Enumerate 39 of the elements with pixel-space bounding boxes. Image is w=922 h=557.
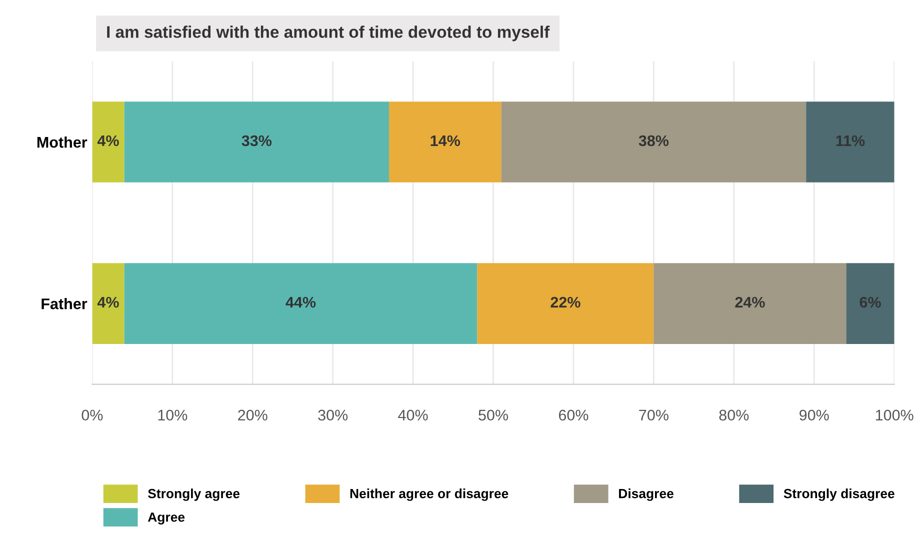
- data-label: 22%: [550, 296, 580, 308]
- y-tick-label: Father: [42, 298, 88, 310]
- bar: [388, 102, 502, 182]
- x-tick-label: 40%: [398, 410, 428, 421]
- legend-label: Strongly disagree: [784, 488, 894, 501]
- data-label: 44%: [286, 296, 316, 308]
- bar: [124, 102, 389, 182]
- x-tick-label: 80%: [719, 410, 749, 421]
- bar: [92, 263, 124, 344]
- x-tick-label: 90%: [800, 410, 829, 421]
- data-label: 33%: [242, 135, 272, 146]
- data-label: 6%: [860, 296, 881, 308]
- bar: [846, 263, 894, 344]
- x-tick-label: 60%: [558, 410, 588, 421]
- x-tick-label: 100%: [876, 410, 914, 421]
- bar: [477, 263, 654, 344]
- legend-label: Disagree: [619, 488, 674, 501]
- data-label: 38%: [638, 135, 669, 146]
- x-tick-label: 0%: [82, 410, 103, 421]
- bar: [806, 102, 894, 182]
- bar: [654, 263, 846, 344]
- legend-label: Neither agree or disagree: [350, 488, 508, 501]
- data-label: 14%: [430, 135, 460, 146]
- x-tick-label: 10%: [158, 410, 188, 421]
- data-label: 24%: [735, 296, 765, 308]
- bar: [124, 263, 478, 344]
- data-label: 11%: [836, 135, 865, 146]
- bar: [501, 102, 806, 182]
- y-tick-label: Mother: [37, 136, 88, 148]
- x-tick-label: 70%: [639, 410, 668, 421]
- legend-label: Strongly agree: [148, 488, 240, 501]
- data-label: 4%: [97, 135, 119, 146]
- x-tick-label: 20%: [238, 410, 268, 421]
- chart-title: I am satisfied with the amount of time devoted to myself: [107, 26, 550, 42]
- bar: [92, 102, 124, 182]
- data-label: 4%: [97, 296, 119, 308]
- legend-label: Agree: [148, 512, 185, 524]
- x-tick-label: 30%: [318, 410, 348, 421]
- x-tick-label: 50%: [478, 410, 508, 421]
